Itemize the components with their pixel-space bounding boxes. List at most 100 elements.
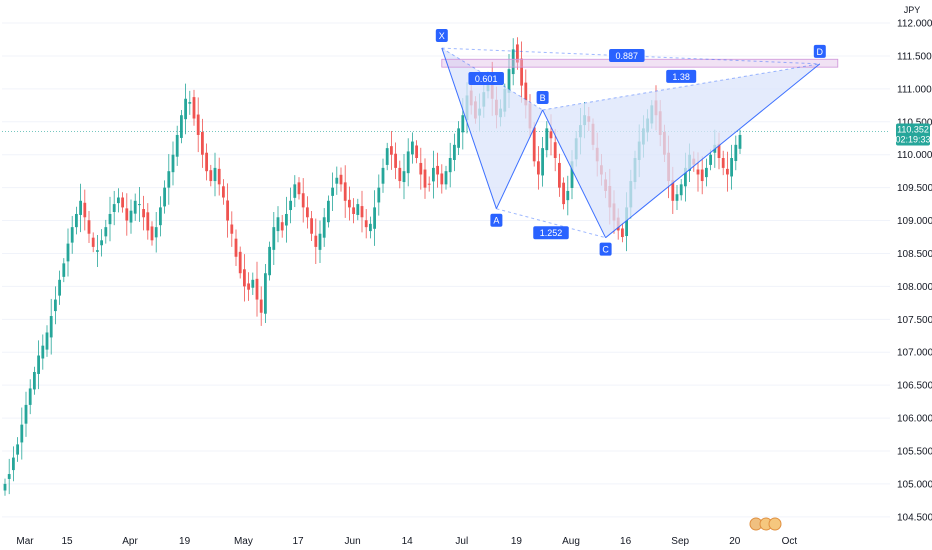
candle [226, 183, 229, 238]
candle [58, 270, 61, 305]
candle [331, 172, 334, 212]
candle [159, 196, 162, 237]
candle [66, 228, 70, 277]
candle [28, 379, 32, 415]
time-tick-label: Sep [671, 536, 689, 547]
candle [167, 154, 171, 205]
candle [427, 176, 431, 192]
candle [79, 183, 82, 233]
candle [142, 195, 145, 231]
svg-text:D: D [817, 47, 824, 57]
time-tick-label: 19 [179, 536, 191, 547]
ratio-label[interactable]: 1.252 [533, 226, 569, 240]
ratio-label[interactable]: 0.601 [468, 72, 504, 86]
candle [436, 152, 439, 188]
candle [100, 229, 103, 257]
time-tick-label: Apr [122, 536, 138, 547]
price-tick-label: 105.500 [897, 446, 932, 457]
svg-text:X: X [439, 31, 445, 41]
candle [306, 196, 309, 229]
candle [360, 190, 364, 233]
price-tick-label: 109.500 [897, 183, 932, 194]
pattern-point-d[interactable]: D [813, 44, 826, 58]
last-price-value: 110.352 [897, 125, 929, 135]
candle [348, 186, 351, 221]
candle [280, 214, 284, 238]
candle [91, 232, 95, 253]
event-icons[interactable] [749, 517, 782, 531]
candle [700, 156, 704, 195]
time-tick-label: 17 [292, 536, 304, 547]
price-tick-label: 106.500 [897, 381, 932, 392]
candle [398, 160, 402, 189]
candle [419, 147, 423, 190]
pattern-point-a[interactable]: A [490, 213, 503, 227]
candle [247, 272, 250, 301]
price-tick-label: 107.000 [897, 348, 932, 359]
candle [16, 437, 19, 462]
candle [289, 187, 292, 224]
pattern-bcd-fill [542, 63, 820, 238]
candle [566, 175, 570, 216]
candle [96, 235, 99, 267]
candle [402, 154, 406, 200]
candle [511, 38, 515, 86]
candle [264, 264, 267, 323]
ratio-label[interactable]: 1.38 [666, 69, 697, 83]
candle [62, 258, 66, 283]
candle [734, 135, 738, 171]
candle [385, 142, 389, 171]
price-tick-label: 104.500 [897, 512, 932, 523]
pattern-leg [495, 109, 544, 209]
pattern-xab-fill [441, 48, 543, 209]
candle [171, 141, 175, 186]
time-tick-label: 14 [402, 536, 414, 547]
candle [41, 334, 45, 370]
candle [537, 146, 540, 190]
candle [180, 109, 183, 144]
time-tick-label: 19 [511, 536, 523, 547]
candle [129, 199, 133, 234]
harmonic-pattern[interactable]: 0.601 1.252 1.38 0.887 X A B C D [435, 29, 839, 256]
candle [310, 211, 313, 241]
time-tick-label: Mar [16, 536, 34, 547]
ratio-label[interactable]: 0.887 [609, 48, 645, 62]
svg-text:1.38: 1.38 [672, 72, 690, 82]
candle [621, 223, 624, 243]
candle [453, 133, 456, 172]
pattern-point-b[interactable]: B [536, 90, 549, 104]
candle [154, 212, 158, 253]
candle [406, 138, 410, 187]
candle [738, 129, 742, 155]
candle [726, 151, 729, 192]
candle [356, 198, 360, 221]
pattern-point-c[interactable]: C [599, 242, 612, 256]
candle [121, 192, 124, 213]
candle [562, 177, 565, 210]
candle [75, 206, 78, 235]
candle [196, 97, 200, 153]
candle [352, 198, 355, 224]
candle [314, 218, 318, 265]
svg-text:A: A [493, 216, 499, 226]
candle [112, 190, 116, 226]
candle [285, 196, 288, 243]
event-icon[interactable] [768, 517, 782, 531]
candle [33, 366, 36, 395]
candle [322, 208, 326, 247]
candle [297, 177, 301, 200]
time-tick-label: Jul [455, 536, 468, 547]
candle [381, 158, 385, 193]
candle [343, 165, 347, 218]
candle [390, 131, 393, 170]
candle [205, 143, 208, 181]
price-axis[interactable]: JPY 112.000 111.500 111.000 110.500 110.000 1… [897, 5, 932, 523]
pattern-point-x[interactable]: X [435, 29, 448, 43]
time-axis[interactable]: Mar 15 Apr 19 May 17 Jun 14 Jul 19 Aug 16 Sep 20 Oct [16, 536, 797, 547]
candle [675, 185, 679, 211]
candle [209, 164, 213, 187]
candle [457, 121, 460, 156]
candle [217, 157, 221, 196]
candle [87, 211, 91, 243]
